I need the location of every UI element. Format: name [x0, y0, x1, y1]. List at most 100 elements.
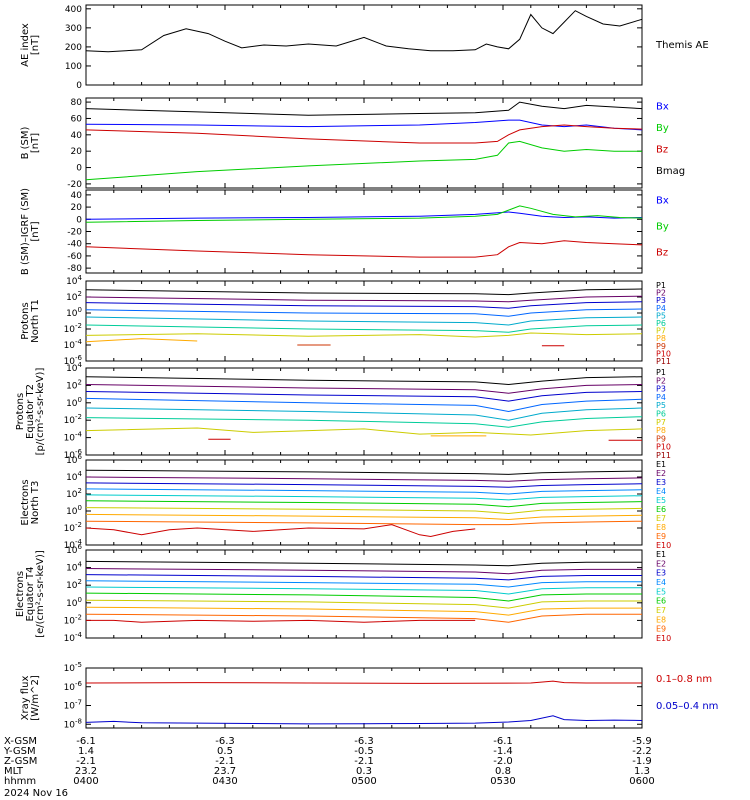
series-line-bx [85, 211, 643, 220]
legend-label: P11 [656, 357, 671, 366]
y-axis-label: Electrons [20, 479, 31, 525]
series-line-e5 [85, 494, 643, 501]
series-line-p7 [85, 332, 643, 338]
panel-2: -20 0 20 40 60 80 B (SM) [nT] Bx By Bz Bmag [20, 97, 685, 190]
legend-label: P11 [656, 451, 671, 460]
axis-row-value: 0.3 [356, 766, 372, 777]
legend-label: E5 [656, 587, 666, 596]
y-axis-label: Equator T2 [25, 384, 36, 439]
legend-label: P3 [656, 385, 666, 394]
series-line-p6 [85, 324, 643, 333]
axis-row-value: 0530 [490, 776, 515, 787]
axis-row-value: 0600 [629, 776, 654, 787]
y-tick-label: 20 [71, 147, 83, 157]
y-tick-label: 0 [76, 215, 82, 225]
y-tick-label: 60 [71, 114, 83, 124]
series-line-p4 [85, 308, 643, 317]
y-tick-label: 102 [66, 290, 82, 303]
y-tick-label: 100 [66, 504, 82, 517]
axis-row-name: Z-GSM [4, 756, 37, 767]
legend-label: P10 [656, 443, 671, 452]
axis-row-value: 23.7 [214, 766, 236, 777]
series-line-e7 [85, 599, 642, 609]
axis-row-value: -0.5 [354, 746, 374, 757]
legend-label: 0.05–0.4 nm [656, 701, 718, 712]
legend-label: E3 [656, 569, 666, 578]
legend-label: P9 [656, 342, 666, 351]
y-axis-label: [p/(cm²-s-sr-keV)] [35, 368, 46, 456]
legend-label: E10 [656, 541, 671, 550]
y-tick-label: 10-4 [64, 631, 83, 644]
axis-label-table: X-GSM -6.1 -6.3 -6.3 -6.1 -5.9 Y-GSM 1.4 0.5 -0.5… [3, 736, 655, 799]
series-line-bz [85, 240, 643, 258]
legend-label: By [656, 221, 669, 232]
panel-frame [85, 667, 643, 729]
axis-row-value: -6.1 [493, 736, 513, 747]
legend-label: E8 [656, 523, 666, 532]
y-axis-label: North T3 [30, 481, 41, 525]
series-line-e9 [85, 613, 642, 623]
y-tick-label: 102 [66, 487, 82, 500]
series-line-e3 [85, 574, 642, 581]
y-tick-label: -40 [67, 240, 82, 250]
axis-row-value: 0.8 [495, 766, 511, 777]
series-line-p6 [85, 416, 643, 428]
axis-row-value: -1.9 [632, 756, 652, 767]
y-axis-label: Equator T4 [25, 567, 36, 622]
y-tick-label: 300 [65, 24, 82, 34]
y-tick-label: 10-6 [64, 680, 83, 693]
series-line-e8 [85, 606, 642, 616]
y-tick-label: 400 [65, 5, 82, 15]
legend-label: P7 [656, 327, 666, 336]
series-line-e2 [85, 568, 642, 575]
y-tick-label: 100 [65, 62, 82, 72]
series-line-by [85, 205, 643, 223]
y-tick-label: 102 [66, 578, 82, 591]
legend-label: P4 [656, 304, 666, 313]
series-line-p5 [85, 316, 643, 326]
legend-label: P8 [656, 426, 666, 435]
y-tick-label: -80 [67, 264, 82, 274]
legend-label: E9 [656, 625, 666, 634]
y-tick-label: -20 [67, 228, 82, 238]
series-line-e1 [85, 560, 642, 567]
legend-label: By [656, 123, 669, 134]
y-tick-label: -20 [67, 180, 82, 190]
y-axis-label: Electrons [15, 571, 26, 617]
panel-1: 0 100 200 300 400 AE index [nT] Themis AE [20, 4, 709, 91]
panel-3: -80 -60 -40 -20 0 20 40 B (SM)–IGRF (SM) [nT] Bx B… [20, 188, 669, 275]
y-tick-label: 10-5 [64, 661, 82, 674]
series-line-bmag [85, 101, 643, 116]
y-axis-label: [W/m^2] [30, 675, 41, 721]
axis-row-value: -5.9 [632, 736, 652, 747]
axis-row-value: -2.1 [76, 756, 96, 767]
series-line-p3 [85, 301, 643, 309]
legend-label: P5 [656, 401, 666, 410]
panel-8: 10-5 10-6 10-7 10-8 Xray flux [W/m^2] 0.1–0.8 … [20, 661, 718, 730]
series-line-e6 [85, 592, 642, 602]
y-tick-label: 10-2 [64, 613, 82, 626]
y-axis-label: Xray flux [20, 676, 31, 721]
legend-label: E1 [656, 550, 666, 559]
legend-label: 0.1–0.8 nm [656, 674, 712, 685]
panel-frame [85, 189, 643, 274]
legend-label: E10 [656, 634, 671, 643]
legend-label: E8 [656, 615, 666, 624]
axis-row-value: 0400 [73, 776, 98, 787]
axis-row-value: 0500 [351, 776, 376, 787]
axis-row-value: -2.0 [493, 756, 513, 767]
series-line-p3 [85, 391, 643, 402]
y-tick-label: 10-4 [64, 338, 83, 351]
y-axis-label: North T1 [30, 299, 41, 343]
y-tick-label: 10-2 [64, 413, 82, 426]
legend-label: E4 [656, 578, 666, 587]
y-tick-label: 10-2 [64, 322, 82, 335]
y-tick-label: -60 [67, 252, 82, 262]
legend-label: E1 [656, 460, 666, 469]
series-line-bz [85, 124, 643, 144]
axis-row-value: 0430 [212, 776, 237, 787]
